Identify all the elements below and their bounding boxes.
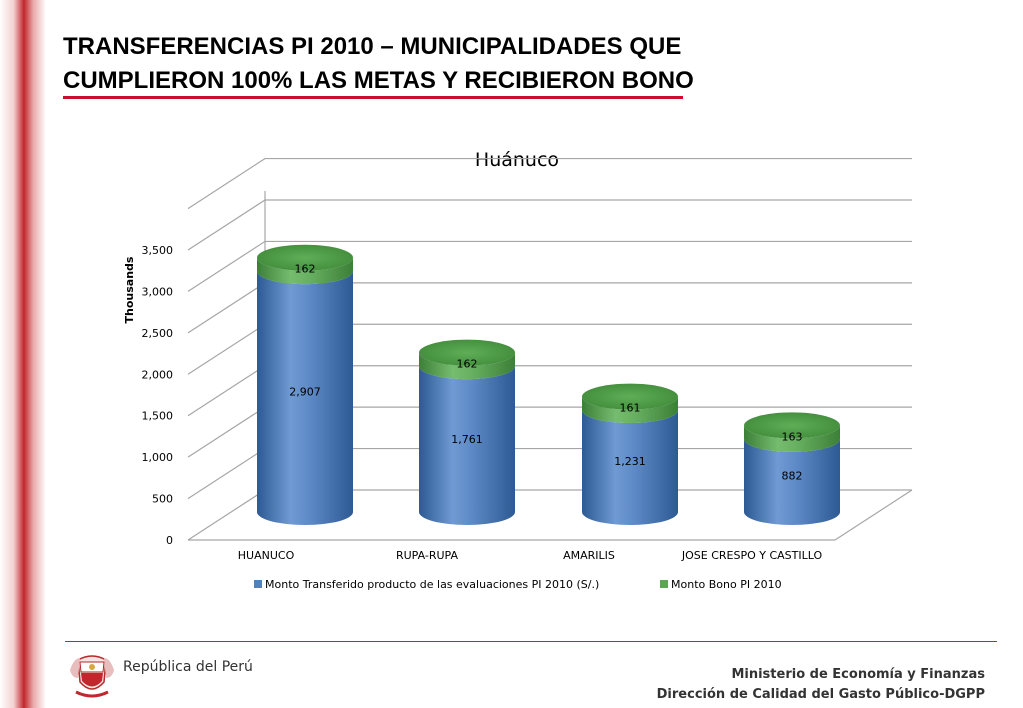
slide-title-line1: TRANSFERENCIAS PI 2010 – MUNICIPALIDADES… xyxy=(63,33,682,60)
footer-directorate: Dirección de Calidad del Gasto Público-D… xyxy=(656,687,985,702)
y-tick-label: 3,000 xyxy=(142,285,174,298)
y-tick-label: 1,500 xyxy=(142,410,174,423)
y-tick-label: 2,000 xyxy=(142,368,174,381)
footer-ministry: Ministerio de Economía y Finanzas xyxy=(731,667,985,682)
legend-label-transferido: Monto Transferido producto de las evalua… xyxy=(265,578,599,591)
floor-right-edge xyxy=(834,489,913,541)
y-tick-label: 0 xyxy=(166,534,173,547)
data-label-transferido: 1,231 xyxy=(614,455,646,468)
data-label-transferido: 1,761 xyxy=(451,433,483,446)
legend: Monto Transferido producto de las evalua… xyxy=(254,578,782,591)
slide-title: TRANSFERENCIAS PI 2010 – MUNICIPALIDADES… xyxy=(63,30,976,98)
grid-line xyxy=(187,157,912,210)
data-label-bono: 163 xyxy=(782,430,803,443)
bar-transferido xyxy=(257,271,353,525)
bar-group: 882 163 xyxy=(744,412,840,525)
x-tick-label: HUANUCO xyxy=(238,549,295,562)
grid-line xyxy=(187,240,912,292)
grid-line xyxy=(187,199,912,251)
bar-transferido xyxy=(582,410,678,525)
y-tick-label: 500 xyxy=(152,493,173,506)
y-tick-label: 3,500 xyxy=(142,244,174,257)
data-label-bono: 162 xyxy=(457,358,478,371)
bar-bono xyxy=(744,425,840,452)
legend-swatch-bono xyxy=(660,580,668,588)
footer-divider xyxy=(65,641,997,642)
bar-bono xyxy=(582,396,678,424)
data-label-bono: 161 xyxy=(620,402,641,415)
y-axis: 0 500 1,000 1,500 2,000 2,500 3,000 3,500 xyxy=(142,244,174,547)
title-underline xyxy=(63,96,683,99)
legend-swatch-transferido xyxy=(254,580,262,588)
bar-top-cap xyxy=(257,244,353,271)
x-axis: HUANUCO RUPA-RUPA AMARILIS JOSE CRESPO Y CA… xyxy=(238,549,823,562)
data-label-bono: 162 xyxy=(295,263,316,276)
chart: Huánuco 0 500 1,000 1,500 2,000 2,500 3,000 3,5… xyxy=(123,149,913,591)
y-tick-label: 2,500 xyxy=(142,327,174,340)
bar-group: 1,231 161 xyxy=(582,383,678,525)
bar-transferido xyxy=(744,438,840,525)
coat-of-arms-icon xyxy=(70,655,114,698)
footer-country: República del Perú xyxy=(123,659,253,675)
chart-title: Huánuco xyxy=(475,149,559,171)
bar-transferido xyxy=(419,366,515,525)
bar-group: 2,907 162 xyxy=(257,244,353,525)
slide-title-line2: CUMPLIERON 100% LAS METAS Y RECIBIERON B… xyxy=(63,67,694,94)
bar-top-cap xyxy=(744,412,840,439)
footer-institution: Ministerio de Economía y Finanzas Direcc… xyxy=(657,665,985,705)
data-label-transferido: 882 xyxy=(782,469,803,482)
bar-group: 1,761 162 xyxy=(419,339,515,525)
x-tick-label: JOSE CRESPO Y CASTILLO xyxy=(681,549,823,562)
x-tick-label: AMARILIS xyxy=(563,549,615,562)
bar-top-cap xyxy=(582,383,678,410)
bar-top-cap xyxy=(419,339,515,366)
bar-bono xyxy=(257,257,353,285)
x-tick-label: RUPA-RUPA xyxy=(396,549,459,562)
legend-label-bono: Monto Bono PI 2010 xyxy=(671,578,782,591)
left-decorative-bar xyxy=(0,0,46,708)
data-label-transferido: 2,907 xyxy=(289,386,321,399)
bar-bono xyxy=(419,352,515,380)
y-tick-label: 1,000 xyxy=(142,451,174,464)
y-axis-label: Thousands xyxy=(123,256,136,323)
bars: 2,907 162 1,761 162 1,231 161 882 163 xyxy=(257,244,840,525)
